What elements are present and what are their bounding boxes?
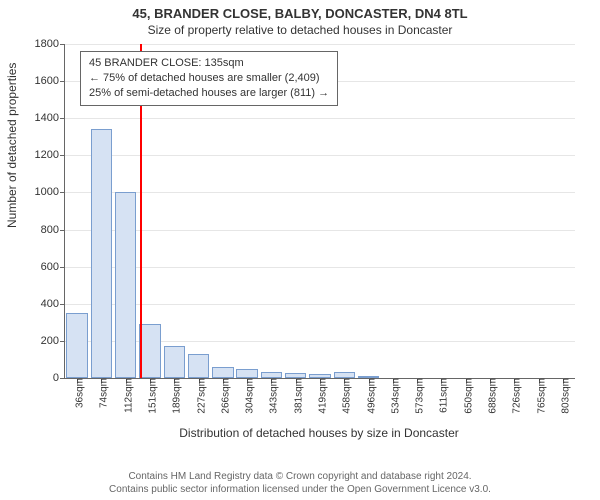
ytick-label: 0: [53, 372, 65, 384]
bar: [164, 346, 185, 378]
xtick-label: 688sqm: [482, 378, 499, 414]
xtick-label: 151sqm: [142, 378, 159, 414]
annotation-line: 25% of semi-detached houses are larger (…: [89, 86, 329, 101]
ytick-label: 800: [41, 224, 65, 236]
xtick-label: 496sqm: [360, 378, 377, 414]
xtick-label: 227sqm: [190, 378, 207, 414]
x-axis-label: Distribution of detached houses by size …: [179, 426, 459, 440]
bar: [115, 192, 136, 378]
bar: [139, 324, 160, 378]
annotation-line: 45 BRANDER CLOSE: 135sqm: [89, 56, 329, 71]
xtick-label: 266sqm: [214, 378, 231, 414]
xtick-label: 573sqm: [409, 378, 426, 414]
xtick-label: 189sqm: [166, 378, 183, 414]
xtick-label: 611sqm: [433, 378, 450, 413]
xtick-label: 304sqm: [239, 378, 256, 414]
xtick-label: 726sqm: [506, 378, 523, 414]
xtick-label: 803sqm: [554, 378, 571, 414]
annotation-line: ← 75% of detached houses are smaller (2,…: [89, 71, 329, 86]
xtick-label: 381sqm: [287, 378, 304, 414]
footer-line-1: Contains HM Land Registry data © Crown c…: [0, 470, 600, 483]
chart-title: 45, BRANDER CLOSE, BALBY, DONCASTER, DN4…: [0, 0, 600, 21]
chart-container: 45, BRANDER CLOSE, BALBY, DONCASTER, DN4…: [0, 0, 600, 500]
footer-line-2: Contains public sector information licen…: [0, 483, 600, 496]
bar: [236, 369, 257, 378]
bar: [91, 129, 112, 378]
xtick-label: 765sqm: [530, 378, 547, 414]
xtick-label: 650sqm: [457, 378, 474, 414]
ytick-label: 1600: [35, 75, 65, 87]
ytick-label: 1400: [35, 112, 65, 124]
xtick-label: 74sqm: [93, 378, 110, 408]
bar: [212, 367, 233, 378]
ytick-label: 1800: [35, 38, 65, 50]
ytick-label: 1000: [35, 186, 65, 198]
ytick-label: 400: [41, 298, 65, 310]
xtick-label: 112sqm: [117, 378, 134, 413]
xtick-label: 534sqm: [384, 378, 401, 414]
xtick-label: 458sqm: [336, 378, 353, 414]
ytick-label: 200: [41, 335, 65, 347]
footer: Contains HM Land Registry data © Crown c…: [0, 470, 600, 496]
xtick-label: 419sqm: [312, 378, 329, 414]
y-axis-label: Number of detached properties: [5, 208, 19, 228]
ytick-label: 600: [41, 261, 65, 273]
chart-subtitle: Size of property relative to detached ho…: [0, 21, 600, 37]
bar: [188, 354, 209, 378]
bar: [66, 313, 87, 378]
xtick-label: 343sqm: [263, 378, 280, 414]
xtick-label: 36sqm: [69, 378, 86, 408]
ytick-label: 1200: [35, 149, 65, 161]
annotation-box: 45 BRANDER CLOSE: 135sqm← 75% of detache…: [80, 51, 338, 106]
